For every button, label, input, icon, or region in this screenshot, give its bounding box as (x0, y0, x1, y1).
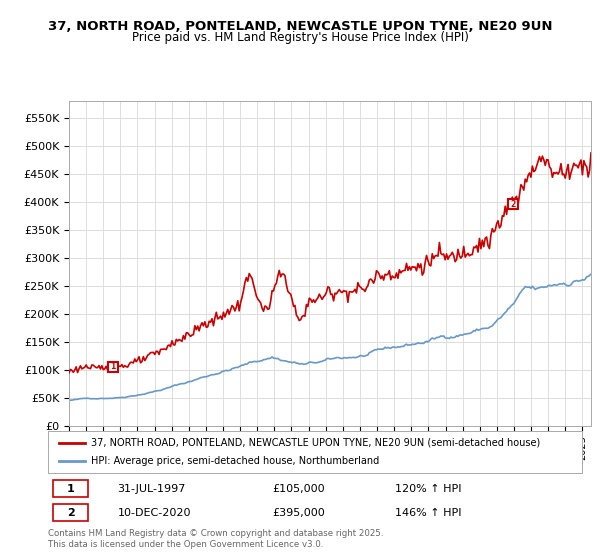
Text: 2: 2 (510, 200, 515, 209)
Text: 1: 1 (67, 484, 75, 494)
Text: 10-DEC-2020: 10-DEC-2020 (118, 508, 191, 518)
Text: £395,000: £395,000 (272, 508, 325, 518)
Text: 37, NORTH ROAD, PONTELAND, NEWCASTLE UPON TYNE, NE20 9UN: 37, NORTH ROAD, PONTELAND, NEWCASTLE UPO… (48, 20, 552, 32)
Text: 146% ↑ HPI: 146% ↑ HPI (395, 508, 461, 518)
FancyBboxPatch shape (53, 505, 88, 521)
Text: 1: 1 (110, 362, 116, 371)
Text: Contains HM Land Registry data © Crown copyright and database right 2025.
This d: Contains HM Land Registry data © Crown c… (48, 529, 383, 549)
Text: 31-JUL-1997: 31-JUL-1997 (118, 484, 186, 494)
Text: Price paid vs. HM Land Registry's House Price Index (HPI): Price paid vs. HM Land Registry's House … (131, 31, 469, 44)
Text: £105,000: £105,000 (272, 484, 325, 494)
Text: 2: 2 (67, 508, 75, 518)
Text: 120% ↑ HPI: 120% ↑ HPI (395, 484, 461, 494)
FancyBboxPatch shape (53, 480, 88, 497)
Text: HPI: Average price, semi-detached house, Northumberland: HPI: Average price, semi-detached house,… (91, 456, 379, 466)
Text: 37, NORTH ROAD, PONTELAND, NEWCASTLE UPON TYNE, NE20 9UN (semi-detached house): 37, NORTH ROAD, PONTELAND, NEWCASTLE UPO… (91, 438, 540, 448)
